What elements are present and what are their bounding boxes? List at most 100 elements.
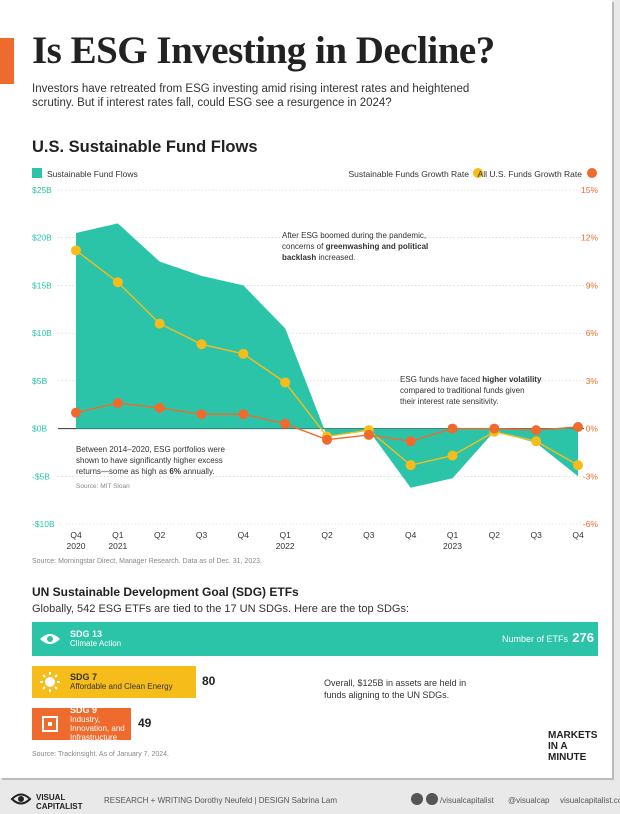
- y-left-tick: $5B: [32, 376, 47, 386]
- all-rate-point: [363, 429, 374, 440]
- all-rate-point: [322, 434, 332, 445]
- sdg-section-title: UN Sustainable Development Goal (SDG) ET…: [32, 585, 299, 599]
- legend-sust-swatch: [473, 168, 483, 178]
- y-right-tick: 3%: [586, 376, 599, 386]
- sust-rate-point: [154, 318, 165, 329]
- markets-in-a-minute-logo: MARKETS IN A MINUTE: [548, 730, 598, 763]
- annotation-3-line: shown to have significantly higher exces…: [76, 456, 223, 465]
- social-handle-link[interactable]: /visualcapitalist: [440, 796, 494, 805]
- y-right-tick: 0%: [586, 424, 599, 434]
- annotation-3-line: returns—some as high as 6% annually.: [76, 467, 215, 476]
- x-tick-quarter: Q3: [196, 530, 208, 540]
- all-rate-point: [489, 423, 500, 434]
- x-tick-quarter: Q3: [363, 530, 375, 540]
- y-left-tick: $20B: [32, 233, 52, 243]
- sdg-subtitle: Globally, 542 ESG ETFs are tied to the 1…: [32, 603, 410, 615]
- all-rate-point: [280, 418, 291, 429]
- x-tick-quarter: Q4: [70, 530, 82, 540]
- x-tick-year: 2023: [443, 541, 462, 551]
- sdg-source: Source: Trackinsight. As of January 7, 2…: [32, 751, 169, 758]
- x-tick-quarter: Q3: [530, 530, 542, 540]
- y-left-tick: $10B: [32, 328, 52, 338]
- legend-all-swatch: [587, 168, 597, 178]
- x-tick-quarter: Q4: [405, 530, 417, 540]
- all-rate-point: [196, 409, 207, 420]
- sust-rate-point: [71, 245, 81, 256]
- annotation-source: Source: MIT Sloan: [76, 483, 130, 490]
- y-right-tick: 6%: [586, 328, 599, 338]
- y-left-tick: $0B: [32, 424, 47, 434]
- etf-count-label: Number of ETFs: [501, 634, 568, 644]
- page-subtitle: Investors have retreated from ESG invest…: [32, 83, 470, 109]
- all-rate-point: [238, 409, 249, 420]
- flows-area: [76, 223, 578, 488]
- all-rate-point: [405, 436, 416, 447]
- eye-icon: [36, 625, 64, 653]
- annotation-2-line: compared to traditional funds given: [400, 386, 525, 395]
- x-tick-quarter: Q2: [154, 530, 166, 540]
- sdg-9-name: SDG 9: [70, 705, 98, 715]
- footer: VISUAL CAPITALIST RESEARCH + WRITING Dor…: [0, 784, 620, 814]
- sust-rate-point: [531, 436, 542, 447]
- all-rate-point: [531, 425, 542, 436]
- legend-sust-label: Sustainable Funds Growth Rate: [349, 169, 470, 179]
- y-right-tick: 12%: [581, 233, 598, 243]
- vc-logo-icon: [10, 793, 32, 805]
- fund-flows-chart: Sustainable Fund Flows Sustainable Funds …: [32, 168, 599, 551]
- sust-rate-point: [280, 377, 291, 388]
- annotation-3-line: Between 2014–2020, ESG portfolios were: [76, 445, 226, 454]
- y-left-tick: -$5B: [32, 471, 50, 481]
- y-right-tick: 15%: [581, 185, 598, 195]
- sdg-9-value: 49: [138, 716, 152, 730]
- all-rate-point: [447, 423, 458, 434]
- sdg-overall-note: Overall, $125B in assets are held in fun…: [324, 678, 467, 700]
- x-tick-quarter: Q1: [112, 530, 124, 540]
- vc-logo-text: VISUAL CAPITALIST: [36, 793, 83, 811]
- annotation-1-line: concerns of greenwashing and political: [282, 242, 428, 251]
- all-rate-point: [71, 407, 81, 418]
- y-right-tick: -6%: [583, 519, 599, 529]
- x-tick-quarter: Q2: [489, 530, 501, 540]
- sdg-13-desc: Climate Action: [70, 639, 122, 648]
- y-right-tick: -3%: [583, 471, 599, 481]
- y-right-tick: 9%: [586, 280, 599, 290]
- sust-rate-point: [112, 277, 123, 288]
- all-rate-point: [112, 398, 123, 409]
- sdg-7-bar: SDG 7 Affordable and Clean Energy: [32, 666, 196, 698]
- annotation-1-line: After ESG boomed during the pandemic,: [282, 231, 426, 240]
- x-tick-year: 2022: [276, 541, 295, 551]
- x-tick-quarter: Q4: [572, 530, 584, 540]
- sdg-13-name: SDG 13: [70, 629, 103, 639]
- sdg-13-bar: SDG 13 Climate Action: [32, 622, 598, 656]
- annotation-1-line: backlash increased.: [282, 253, 355, 262]
- twitter-handle-link[interactable]: @visualcap: [508, 796, 550, 805]
- sdg-7-name: SDG 7: [70, 672, 98, 682]
- x-tick-quarter: Q2: [321, 530, 333, 540]
- sdg-9-desc: Industry, Innovation, and Infrastructure: [70, 715, 125, 742]
- y-left-tick: $25B: [32, 185, 52, 195]
- sust-rate-point: [405, 460, 416, 471]
- all-rate-point: [573, 421, 583, 432]
- all-rate-point: [154, 402, 165, 413]
- infographic-card: Is ESG Investing in Decline? Investors h…: [0, 0, 612, 778]
- sun-icon: [36, 668, 64, 696]
- chart-title: U.S. Sustainable Fund Flows: [32, 138, 258, 156]
- sdg-7-value: 80: [202, 674, 216, 688]
- legend-all-label: All U.S. Funds Growth Rate: [478, 169, 583, 179]
- website-link[interactable]: visualcapitalist.com: [560, 796, 620, 805]
- y-left-tick: $15B: [32, 280, 52, 290]
- sust-rate-point: [238, 348, 249, 359]
- social-icons[interactable]: [410, 792, 460, 808]
- industry-icon: [36, 710, 64, 738]
- legend-flows-label: Sustainable Fund Flows: [47, 169, 138, 179]
- x-tick-year: 2020: [67, 541, 86, 551]
- accent-bar: [0, 38, 14, 84]
- legend-flows-swatch: [32, 168, 42, 178]
- y-left-tick: -$10B: [32, 519, 55, 529]
- annotation-2-line: their interest rate sensitivity.: [400, 397, 499, 406]
- x-tick-quarter: Q4: [238, 530, 250, 540]
- chart-source: Source: Morningstar Direct, Manager Rese…: [32, 558, 262, 565]
- x-tick-quarter: Q1: [447, 530, 459, 540]
- sdg-7-desc: Affordable and Clean Energy: [70, 682, 173, 691]
- annotation-2-line: ESG funds have faced higher volatility: [400, 375, 542, 384]
